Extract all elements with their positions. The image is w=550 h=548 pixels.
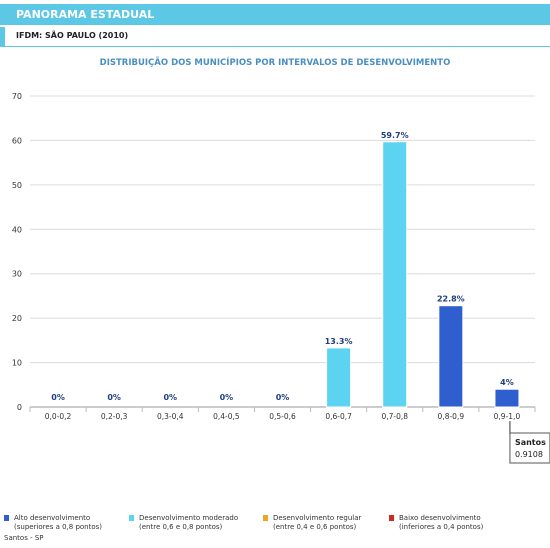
legend-label-baixo-range: (inferiores a 0,4 pontos) xyxy=(399,523,484,531)
data-label: 13.3% xyxy=(325,337,353,346)
x-tick-label: 0,0-0,2 xyxy=(45,412,72,421)
bar-0,7-0,8 xyxy=(382,141,408,408)
footnote: Santos - SP xyxy=(4,534,44,542)
legend-label-baixo: Baixo desenvolvimento (inferiores a 0,4 … xyxy=(399,514,483,532)
y-tick-label: 20 xyxy=(12,314,22,323)
legend-swatch-alto xyxy=(4,515,9,521)
bar-0,6-0,7 xyxy=(326,347,352,408)
bar-0,8-0,9 xyxy=(438,305,464,408)
subheader-bar: IFDM: SÃO PAULO (2010) xyxy=(0,27,550,47)
legend-label-alto-range: (superiores a 0,8 pontos) xyxy=(14,523,103,531)
y-tick-label: 0 xyxy=(17,403,22,412)
y-tick-label: 10 xyxy=(12,359,22,368)
data-label: 0% xyxy=(51,393,65,402)
x-tick-label: 0,3-0,4 xyxy=(157,412,184,421)
bar-0,9-1,0 xyxy=(494,388,520,408)
legend-label-baixo-title: Baixo desenvolvimento xyxy=(399,514,481,522)
data-label: 0% xyxy=(276,393,290,402)
x-tick-label: 0,2-0,3 xyxy=(101,412,128,421)
legend-label-alto: Alto desenvolvimento (superiores a 0,8 p… xyxy=(14,514,102,532)
data-label: 0% xyxy=(220,393,234,402)
data-label: 0% xyxy=(107,393,121,402)
chart-title: DISTRIBUIÇÃO DOS MUNICÍPIOS POR INTERVAL… xyxy=(100,56,451,68)
marker-label: Santos xyxy=(515,438,546,447)
y-tick-label: 50 xyxy=(12,181,22,190)
data-label: 0% xyxy=(163,393,177,402)
legend-label-moderado-range: (entre 0,6 e 0,8 pontos) xyxy=(139,523,223,531)
legend-label-moderado: Desenvolvimento moderado (entre 0,6 e 0,… xyxy=(139,514,238,532)
x-tick-label: 0,4-0,5 xyxy=(213,412,240,421)
y-tick-label: 30 xyxy=(12,270,22,279)
x-tick-label: 0,7-0,8 xyxy=(381,412,408,421)
x-tick-label: 0,9-1,0 xyxy=(494,412,521,421)
data-label: 22.8% xyxy=(437,295,465,304)
legend-label-regular: Desenvolvimento regular (entre 0,4 e 0,6… xyxy=(273,514,361,532)
y-tick-label: 40 xyxy=(12,225,22,234)
legend: Alto desenvolvimento (superiores a 0,8 p… xyxy=(0,514,550,548)
marker-box xyxy=(509,432,550,464)
header-bar: PANORAMA ESTADUAL xyxy=(0,4,550,25)
subheader-title: IFDM: SÃO PAULO (2010) xyxy=(16,31,129,40)
marker-value: 0.9108 xyxy=(515,450,543,459)
legend-label-regular-range: (entre 0,4 e 0,6 pontos) xyxy=(273,523,357,531)
x-tick-label: 0,6-0,7 xyxy=(325,412,352,421)
development-distribution-chart: DISTRIBUIÇÃO DOS MUNICÍPIOS POR INTERVAL… xyxy=(12,56,550,464)
subheader-accent xyxy=(0,27,5,46)
data-label: 59.7% xyxy=(381,131,409,140)
y-tick-label: 70 xyxy=(12,92,22,101)
legend-label-moderado-title: Desenvolvimento moderado xyxy=(139,514,239,522)
legend-label-regular-title: Desenvolvimento regular xyxy=(273,514,362,522)
legend-swatch-moderado xyxy=(129,515,134,521)
x-tick-label: 0,8-0,9 xyxy=(438,412,465,421)
y-tick-label: 60 xyxy=(12,136,22,145)
data-label: 4% xyxy=(500,378,514,387)
legend-label-alto-title: Alto desenvolvimento xyxy=(14,514,91,522)
legend-swatch-baixo xyxy=(389,515,394,521)
x-tick-label: 0,5-0,6 xyxy=(269,412,296,421)
header-title: PANORAMA ESTADUAL xyxy=(16,8,155,21)
legend-swatch-regular xyxy=(263,515,268,521)
